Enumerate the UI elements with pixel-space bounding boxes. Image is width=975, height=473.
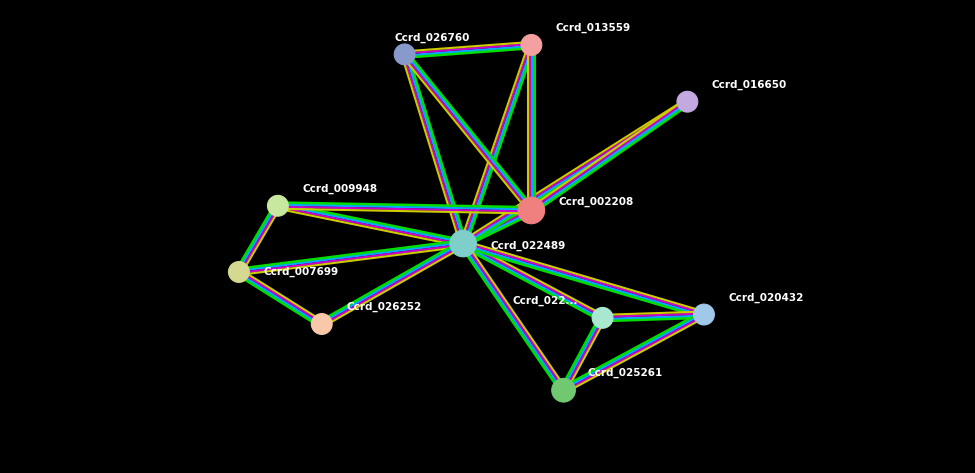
- Text: Ccrd_016650: Ccrd_016650: [712, 79, 787, 90]
- Text: Ccrd_025261: Ccrd_025261: [588, 368, 663, 378]
- Circle shape: [552, 378, 575, 402]
- Circle shape: [267, 195, 289, 216]
- Text: Ccrd_002208: Ccrd_002208: [559, 196, 634, 207]
- Text: Ccrd_013559: Ccrd_013559: [556, 23, 631, 33]
- Circle shape: [677, 91, 698, 112]
- Text: Ccrd_022...: Ccrd_022...: [513, 296, 578, 306]
- Circle shape: [394, 44, 415, 65]
- Text: Ccrd_009948: Ccrd_009948: [302, 184, 377, 194]
- Text: Ccrd_007699: Ccrd_007699: [263, 267, 338, 277]
- Circle shape: [693, 304, 715, 325]
- Text: Ccrd_026760: Ccrd_026760: [395, 32, 470, 43]
- Text: Ccrd_020432: Ccrd_020432: [728, 292, 803, 303]
- Circle shape: [449, 230, 477, 257]
- Circle shape: [311, 314, 332, 334]
- Circle shape: [592, 307, 613, 328]
- Circle shape: [518, 197, 545, 224]
- Circle shape: [228, 262, 250, 282]
- Text: Ccrd_022489: Ccrd_022489: [490, 241, 566, 252]
- Circle shape: [521, 35, 542, 55]
- Text: Ccrd_026252: Ccrd_026252: [346, 302, 421, 312]
